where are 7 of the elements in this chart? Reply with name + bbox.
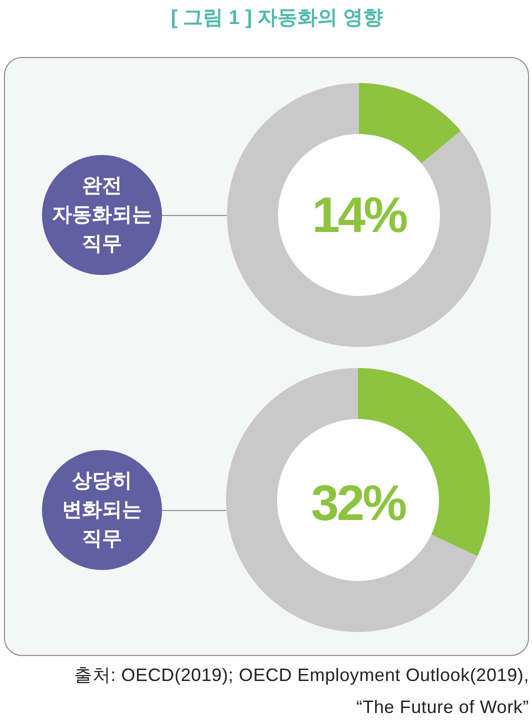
source-note: 출처: OECD(2019); OECD Employment Outlook(2019), “The Future of Work”	[73, 664, 529, 719]
text: 14%	[310, 186, 408, 245]
donut-slice	[226, 368, 478, 632]
donut-slice	[359, 83, 461, 164]
chart-title: [ 그림 1 ] 자동화의 영향	[170, 6, 384, 31]
text: 32%	[310, 474, 407, 533]
donut-slice	[227, 83, 491, 347]
